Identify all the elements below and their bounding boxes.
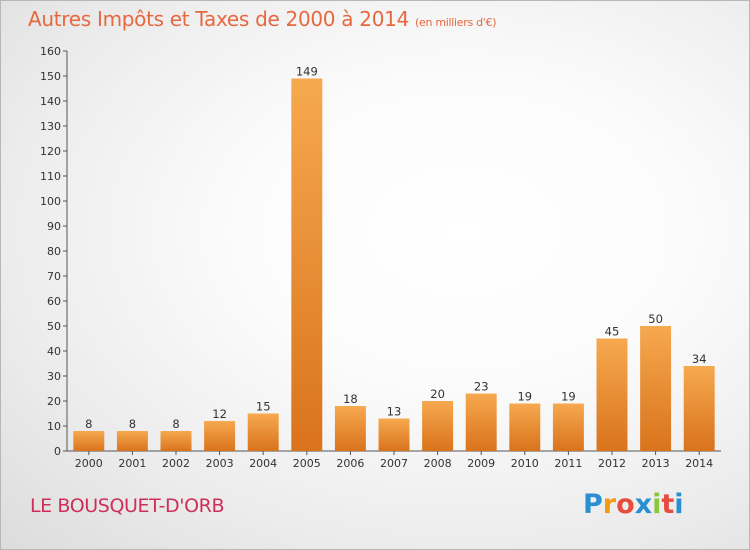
bar-value-label: 19 [561,390,576,404]
x-tick-label: 2013 [642,457,670,470]
bar [378,418,410,451]
y-tick-label: 110 [40,170,61,183]
bar-value-label: 8 [172,417,179,431]
bar [552,403,584,451]
y-tick-label: 100 [40,195,61,208]
bar-value-label: 19 [517,390,532,404]
y-tick-label: 120 [40,145,61,158]
commune-name: LE BOUSQUET-D'ORB [30,495,225,517]
bar [73,431,105,451]
y-tick-label: 80 [47,245,61,258]
bar-value-label: 15 [256,400,271,414]
x-tick-label: 2014 [685,457,713,470]
x-tick-label: 2005 [293,457,321,470]
x-tick-label: 2007 [380,457,408,470]
x-tick-label: 2012 [598,457,626,470]
bar [116,431,148,451]
bar-value-label: 45 [605,325,620,339]
x-tick-label: 2011 [554,457,582,470]
bar-value-label: 12 [212,407,227,421]
logo-letter: x [634,489,653,520]
y-tick-label: 50 [47,320,61,333]
bar-value-label: 149 [296,65,318,79]
bar [422,401,454,451]
bar-value-label: 50 [648,312,663,326]
x-tick-label: 2001 [118,457,146,470]
chart-title: Autres Impôts et Taxes de 2000 à 2014 (en… [28,7,496,31]
x-tick-label: 2006 [336,457,364,470]
x-tick-label: 2008 [424,457,452,470]
y-tick-label: 0 [54,445,61,458]
bar [683,366,715,451]
logo-letter: o [616,489,635,520]
bar-value-label: 8 [85,417,92,431]
bar [291,78,323,451]
y-tick-label: 20 [47,395,61,408]
chart-title-text: Autres Impôts et Taxes de 2000 à 2014 [28,7,409,31]
x-tick-label: 2004 [249,457,277,470]
y-tick-label: 10 [47,420,61,433]
bar-value-label: 20 [430,387,445,401]
bar-value-label: 18 [343,392,358,406]
x-tick-label: 2000 [75,457,103,470]
bar [334,406,366,451]
logo-letter: t [661,489,675,520]
x-tick-label: 2009 [467,457,495,470]
bar [465,393,497,451]
bar [596,338,628,451]
x-tick-label: 2010 [511,457,539,470]
y-tick-label: 160 [40,45,61,58]
bar [204,421,236,451]
logo-letter: i [652,489,662,520]
logo-letter: i [674,489,684,520]
x-tick-label: 2003 [206,457,234,470]
logo-letter: P [583,489,603,520]
y-tick-label: 30 [47,370,61,383]
bar [640,326,672,451]
bar-value-label: 34 [692,352,707,366]
bar-value-label: 8 [129,417,136,431]
proxiti-logo: Proxiti [583,489,684,520]
y-tick-label: 40 [47,345,61,358]
y-tick-label: 70 [47,270,61,283]
bar [509,403,541,451]
x-tick-label: 2002 [162,457,190,470]
bar-value-label: 23 [474,380,489,394]
y-tick-label: 60 [47,295,61,308]
y-tick-label: 150 [40,70,61,83]
y-tick-label: 140 [40,95,61,108]
y-tick-label: 90 [47,220,61,233]
bar [247,413,279,451]
bar [160,431,192,451]
logo-letter: r [602,489,617,520]
bar-value-label: 13 [387,405,402,419]
chart-subtitle: (en milliers d'€) [415,16,497,29]
y-tick-label: 130 [40,120,61,133]
